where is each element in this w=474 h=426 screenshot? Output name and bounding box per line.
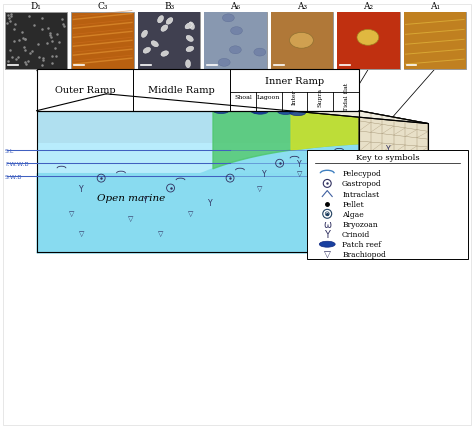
Bar — [204, 12, 267, 70]
Text: ω: ω — [323, 219, 331, 230]
Text: Y: Y — [324, 230, 330, 239]
Text: ▽: ▽ — [128, 215, 134, 221]
Polygon shape — [36, 144, 359, 174]
Text: B₃: B₃ — [164, 2, 174, 11]
Text: Inner Ramp: Inner Ramp — [265, 77, 324, 86]
Text: Lagoon: Lagoon — [257, 95, 281, 100]
Ellipse shape — [319, 242, 335, 248]
Text: S.L: S.L — [5, 149, 14, 153]
Text: Bryozoan: Bryozoan — [342, 220, 378, 228]
Text: Open marine: Open marine — [97, 194, 165, 203]
Text: Key to symbols: Key to symbols — [356, 154, 419, 162]
Ellipse shape — [161, 26, 168, 32]
Text: Patch reef: Patch reef — [342, 241, 381, 249]
Text: Pelecypod: Pelecypod — [342, 170, 381, 178]
Polygon shape — [36, 95, 428, 124]
Text: A₂: A₂ — [363, 2, 374, 11]
Bar — [337, 12, 400, 70]
Text: ▽: ▽ — [324, 250, 331, 259]
Ellipse shape — [166, 19, 173, 25]
Text: Shoal: Shoal — [234, 95, 252, 100]
Bar — [72, 12, 134, 70]
Text: ▽: ▽ — [297, 171, 302, 177]
Text: Supra: Supra — [318, 88, 323, 106]
Polygon shape — [262, 112, 380, 120]
Polygon shape — [36, 213, 359, 253]
Ellipse shape — [186, 47, 194, 52]
Bar — [271, 12, 333, 70]
Text: ▽: ▽ — [79, 230, 84, 236]
Polygon shape — [359, 112, 428, 253]
Text: Gastropod: Gastropod — [342, 180, 382, 188]
Ellipse shape — [252, 109, 268, 115]
Text: Y: Y — [386, 144, 391, 153]
Ellipse shape — [357, 30, 379, 46]
Bar — [36, 70, 359, 112]
Ellipse shape — [290, 33, 313, 49]
Ellipse shape — [186, 36, 193, 42]
Text: Y: Y — [144, 196, 148, 205]
Text: ▽: ▽ — [346, 161, 352, 167]
Text: Y: Y — [79, 184, 83, 193]
Ellipse shape — [254, 49, 266, 57]
Text: ▽: ▽ — [257, 186, 263, 192]
Ellipse shape — [222, 15, 234, 23]
Text: Brachiopod: Brachiopod — [342, 251, 386, 259]
Text: Outer Ramp: Outer Ramp — [55, 86, 115, 95]
Polygon shape — [36, 95, 273, 112]
Bar — [204, 12, 267, 70]
Ellipse shape — [251, 109, 266, 115]
Text: ▽: ▽ — [69, 210, 74, 216]
Text: F.W.W.B: F.W.W.B — [5, 161, 28, 166]
Text: Y: Y — [263, 169, 267, 178]
Text: Inter: Inter — [292, 89, 297, 105]
Ellipse shape — [278, 109, 293, 115]
Ellipse shape — [230, 28, 242, 35]
Text: ▽: ▽ — [188, 210, 193, 216]
Ellipse shape — [157, 17, 164, 24]
Text: A₁: A₁ — [430, 2, 440, 11]
Text: Middle Ramp: Middle Ramp — [148, 86, 215, 95]
Polygon shape — [36, 174, 359, 213]
Polygon shape — [36, 112, 359, 253]
Polygon shape — [310, 112, 428, 124]
Polygon shape — [204, 110, 332, 115]
Bar — [138, 12, 201, 70]
Bar — [138, 12, 201, 70]
Text: S.W.B: S.W.B — [5, 174, 22, 179]
Bar — [403, 12, 466, 70]
Text: A₃: A₃ — [297, 2, 307, 11]
Ellipse shape — [218, 59, 230, 67]
Bar — [308, 151, 468, 260]
Text: ▽: ▽ — [386, 166, 392, 172]
Ellipse shape — [185, 60, 191, 69]
Text: Crinoid: Crinoid — [342, 230, 370, 239]
Text: D₁: D₁ — [31, 2, 42, 11]
Ellipse shape — [143, 48, 151, 54]
Ellipse shape — [185, 24, 192, 30]
Bar — [337, 12, 400, 70]
Bar — [271, 12, 333, 70]
Text: Tidal flat: Tidal flat — [344, 83, 348, 111]
Ellipse shape — [213, 108, 229, 114]
Ellipse shape — [189, 23, 194, 30]
Text: A₆: A₆ — [230, 2, 240, 11]
Text: ▽: ▽ — [158, 230, 164, 236]
Text: Intraclast: Intraclast — [342, 190, 379, 198]
Ellipse shape — [290, 110, 306, 116]
Text: Pellet: Pellet — [342, 200, 364, 208]
Text: Y: Y — [327, 154, 331, 164]
Text: Y: Y — [208, 199, 212, 208]
Text: Algae: Algae — [342, 210, 364, 218]
Bar — [5, 12, 67, 70]
Text: Y: Y — [356, 150, 361, 158]
Text: C₃: C₃ — [97, 2, 108, 11]
Ellipse shape — [161, 52, 169, 57]
Ellipse shape — [141, 31, 147, 38]
Bar — [403, 12, 466, 70]
Ellipse shape — [151, 42, 158, 48]
Ellipse shape — [229, 47, 241, 55]
Text: Y: Y — [297, 159, 302, 168]
